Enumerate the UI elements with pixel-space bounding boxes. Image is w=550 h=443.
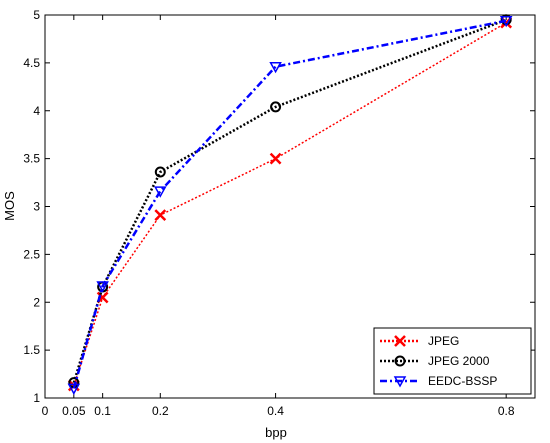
data-point (67, 383, 81, 395)
y-tick-label: 4 (33, 104, 40, 118)
y-tick-label: 4.5 (23, 56, 40, 70)
x-tick-label: 0.1 (94, 404, 111, 418)
data-point (96, 281, 109, 293)
series-line (72, 19, 507, 389)
x-tick-label: 0.4 (267, 404, 284, 418)
y-tick-label: 1.5 (23, 343, 40, 357)
y-axis-label: MOS (2, 191, 17, 221)
y-tick-label: 2.5 (23, 247, 40, 261)
data-point (269, 61, 282, 74)
data-point (154, 186, 167, 198)
series-line (72, 18, 507, 384)
legend-label: EEDC-BSSP (428, 374, 497, 388)
data-point (499, 15, 513, 28)
y-tick-label: 3.5 (23, 152, 40, 166)
data-point (154, 209, 167, 222)
legend-marker (394, 355, 406, 367)
legend-entry: JPEG (380, 334, 459, 348)
data-point (154, 166, 166, 178)
y-axis: 1 1.5 2 2.5 3 3.5 4 4.5 5 (23, 8, 535, 405)
legend-label: JPEG 2000 (428, 354, 490, 368)
legend-label: JPEG (428, 334, 459, 348)
x-tick-label: 0.05 (62, 404, 86, 418)
x-tick-label: 0.2 (152, 404, 169, 418)
x-axis-label: bpp (265, 425, 287, 440)
y-tick-label: 1 (33, 391, 40, 405)
x-axis: 0 0.05 0.1 0.2 0.4 0.8 (42, 15, 515, 418)
legend-entry: JPEG 2000 (380, 354, 490, 368)
y-tick-label: 2 (33, 295, 40, 309)
data-point (269, 152, 282, 165)
x-tick-label: 0 (42, 404, 49, 418)
series-eedc-bssp (67, 15, 513, 395)
y-tick-label: 5 (33, 8, 40, 22)
legend: JPEG JPEG 2000 EEDC-BSSP (373, 327, 532, 395)
legend-marker (394, 335, 406, 347)
legend-entry: EEDC-BSSP (380, 374, 497, 388)
data-point (270, 101, 282, 113)
legend-marker (393, 376, 407, 388)
series-layer (67, 14, 513, 395)
y-tick-label: 3 (33, 200, 40, 214)
x-tick-label: 0.8 (498, 404, 515, 418)
